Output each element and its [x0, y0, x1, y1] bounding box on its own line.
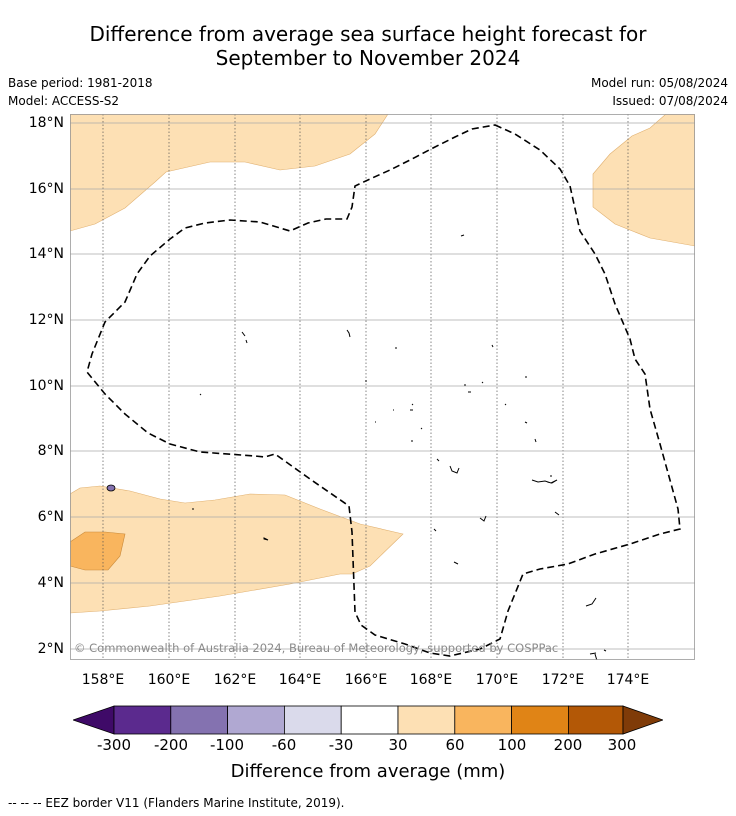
meta-left: Base period: 1981-2018 Model: ACCESS-S2	[8, 74, 153, 110]
lat-label-2: 2°N	[37, 641, 64, 657]
anomaly-region-sw-core	[70, 531, 126, 571]
colorbar-tick-3: -100	[209, 736, 245, 754]
chart-title: Difference from average sea surface heig…	[0, 22, 736, 70]
lat-label-12: 12°N	[28, 312, 64, 328]
base-period: Base period: 1981-2018	[8, 76, 153, 90]
lon-label-170: 170°E	[475, 672, 519, 688]
lat-label-18: 18°N	[28, 115, 64, 131]
islands	[192, 234, 607, 660]
eez-legend-note: -- -- -- EEZ border V11 (Flanders Marine…	[8, 796, 345, 810]
colorbar-tick-6: 30	[388, 736, 408, 754]
colorbar-bin-2	[170, 705, 229, 735]
colorbar-title: Difference from average (mm)	[230, 761, 506, 782]
lon-label-162: 162°E	[213, 672, 257, 688]
colorbar-tick-5: -30	[328, 736, 354, 754]
colorbar-bin-9	[567, 705, 624, 735]
colorbar-bin-3	[227, 705, 285, 735]
lat-label-10: 10°N	[28, 378, 64, 394]
colorbar-tick-2: -200	[153, 736, 189, 754]
lon-label-172: 172°E	[541, 672, 585, 688]
colorbar-bin-8	[511, 705, 569, 735]
colorbar-tick-10: 300	[607, 736, 637, 754]
small-island-blob	[106, 484, 116, 492]
model-name: Model: ACCESS-S2	[8, 94, 120, 108]
colorbar-tick-9: 200	[553, 736, 583, 754]
colorbar-tick-4: -60	[271, 736, 297, 754]
title-line-2: September to November 2024	[215, 46, 521, 70]
gridlines	[102, 114, 629, 660]
model-run: Model run: 05/08/2024	[590, 76, 728, 90]
colorbar-tick-8: 100	[497, 736, 527, 754]
colorbar-extend-high	[622, 705, 663, 735]
colorbar-bin-5	[340, 705, 399, 735]
eez-border	[86, 124, 681, 657]
lat-gridlines	[70, 122, 695, 650]
lat-label-8: 8°N	[37, 443, 64, 459]
meta-right: Model run: 05/08/2024 Issued: 07/08/2024	[591, 74, 728, 110]
lon-label-160: 160°E	[147, 672, 191, 688]
anomaly-region-ne	[592, 114, 695, 247]
colorbar-tick-1: -300	[96, 736, 132, 754]
title-line-1: Difference from average sea surface heig…	[89, 22, 647, 46]
copyright-text: © Commonwealth of Australia 2024, Bureau…	[74, 641, 558, 655]
anomaly-region-sw	[70, 485, 404, 614]
lon-label-158: 158°E	[81, 672, 125, 688]
issued-date: Issued: 07/08/2024	[612, 94, 728, 108]
colorbar-bin-6	[397, 705, 456, 735]
colorbar	[73, 705, 663, 735]
lat-label-4: 4°N	[37, 575, 64, 591]
lon-label-168: 168°E	[409, 672, 453, 688]
lon-label-174: 174°E	[606, 672, 650, 688]
lon-label-164: 164°E	[278, 672, 322, 688]
colorbar-bin-7	[454, 705, 512, 735]
lat-label-16: 16°N	[28, 181, 64, 197]
colorbar-tick-7: 60	[445, 736, 465, 754]
colorbar-bin-1	[113, 705, 172, 735]
map-area: © Commonwealth of Australia 2024, Bureau…	[70, 114, 695, 660]
lon-label-166: 166°E	[344, 672, 388, 688]
colorbar-bin-4	[283, 705, 342, 735]
lat-label-14: 14°N	[28, 246, 64, 262]
lat-label-6: 6°N	[37, 509, 64, 525]
colorbar-extend-low	[73, 705, 115, 735]
anomaly-region-nw	[70, 114, 389, 232]
